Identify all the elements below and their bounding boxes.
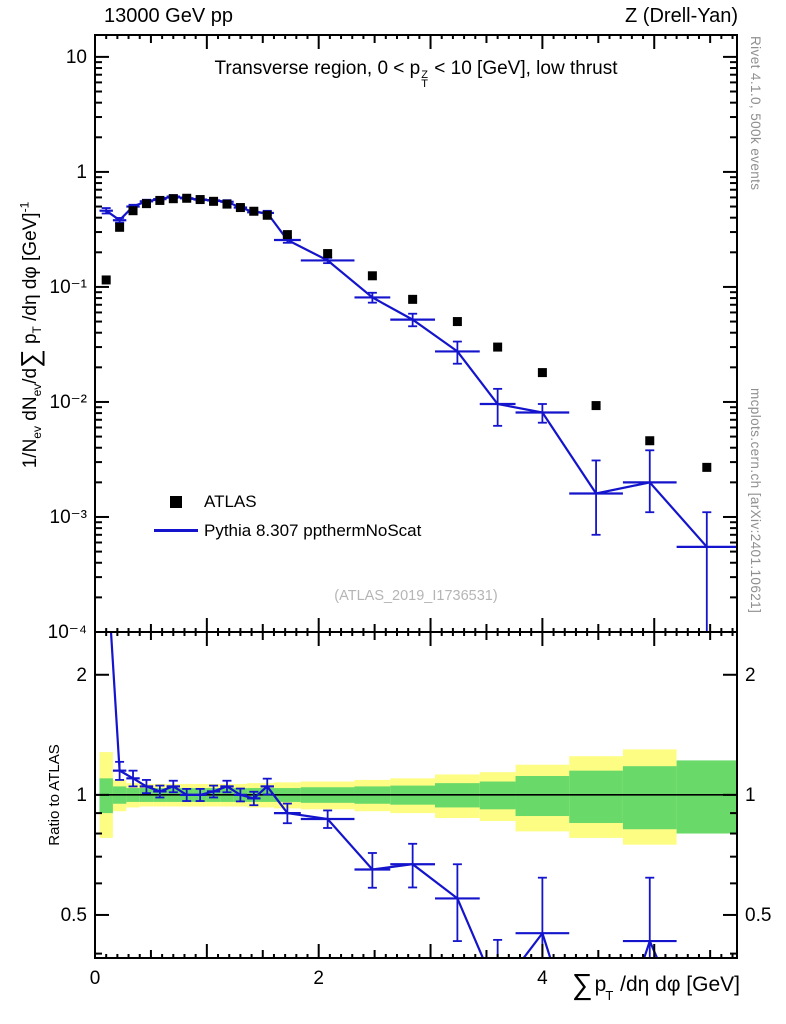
- pythia-series-main: [99, 194, 737, 632]
- main-y-axis-label: 1/Nev dNev/d∑ pT /dη dφ [GeV]-1: [15, 201, 45, 469]
- svg-text:10: 10: [66, 47, 87, 68]
- svg-text:10⁻¹: 10⁻¹: [50, 277, 88, 298]
- mcplots-reference-label: mcplots.cern.ch [arXiv:2401.10621]: [748, 388, 763, 614]
- svg-text:1: 1: [76, 162, 87, 183]
- legend-label-atlas: ATLAS: [204, 491, 257, 511]
- axis-tick-labels: 0 2 4 10 1 10⁻¹ 10⁻² 10⁻³ 10⁻⁴ 2 2 1 1 0.5 0.5: [48, 47, 772, 989]
- legend-label-pythia: Pythia 8.307 ppthermNoScat: [204, 520, 422, 540]
- legend: ATLAS Pythia 8.307 ppthermNoScat: [148, 487, 421, 545]
- svg-text:1: 1: [745, 785, 756, 806]
- x-axis-label: ∑pT /dη dφ [GeV]: [571, 969, 740, 1003]
- process-label: Z (Drell-Yan): [625, 5, 738, 27]
- svg-text:10⁻²: 10⁻²: [50, 392, 88, 413]
- svg-text:2: 2: [76, 665, 87, 686]
- svg-text:1: 1: [76, 785, 87, 806]
- svg-text:2: 2: [313, 968, 324, 989]
- svg-text:0.5: 0.5: [61, 905, 87, 926]
- svg-text:2: 2: [745, 665, 756, 686]
- sum-symbol: ∑: [15, 349, 45, 368]
- axis-ticks: [94, 35, 737, 958]
- beam-energy-label: 13000 GeV pp: [104, 5, 233, 27]
- atlas-series-main: [101, 193, 712, 472]
- svg-text:4: 4: [537, 968, 548, 989]
- pythia-line-marker-icon: [154, 529, 198, 532]
- ratio-y-axis-label: Ratio to ATLAS: [46, 744, 63, 846]
- legend-item-atlas: ATLAS: [148, 487, 421, 516]
- legend-item-pythia: Pythia 8.307 ppthermNoScat: [148, 516, 421, 545]
- svg-text:10⁻⁴: 10⁻⁴: [48, 622, 87, 643]
- svg-text:10⁻³: 10⁻³: [50, 507, 88, 528]
- svg-text:0.5: 0.5: [745, 905, 771, 926]
- svg-text:0: 0: [90, 968, 101, 989]
- sum-symbol: ∑: [571, 969, 593, 1001]
- analysis-id-watermark: (ATLAS_2019_I1736531): [334, 588, 498, 604]
- rivet-version-label: Rivet 4.1.0, 500k events: [748, 36, 763, 191]
- atlas-square-marker-icon: [170, 495, 182, 508]
- ratio-uncertainty-bands: [95, 749, 737, 845]
